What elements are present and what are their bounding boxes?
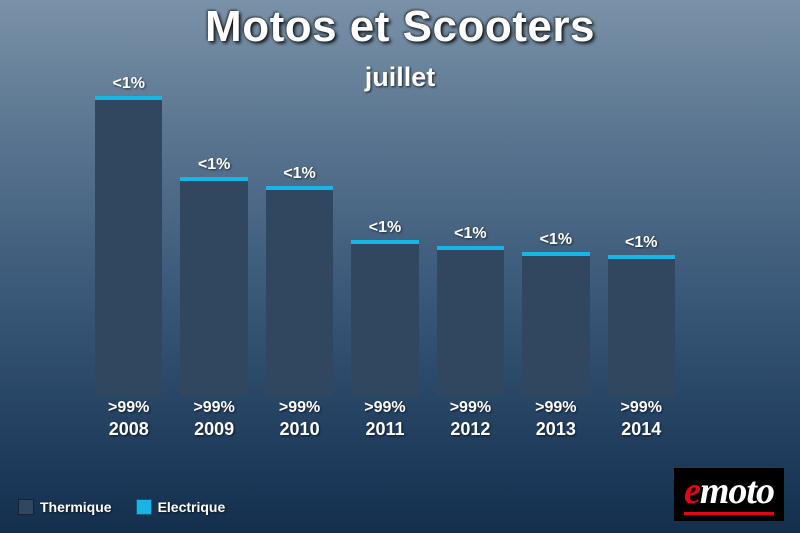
- thermique-pct-label: >99%: [193, 399, 234, 417]
- electric-pct-label: <1%: [540, 231, 572, 249]
- bar-col-2008: <1%>99%2008: [95, 100, 162, 440]
- electric-pct-label: <1%: [283, 165, 315, 183]
- year-label: 2009: [194, 419, 234, 440]
- thermique-pct-label: >99%: [108, 399, 149, 417]
- year-label: 2014: [621, 419, 661, 440]
- segment-thermique: [351, 244, 418, 396]
- year-label: 2008: [109, 419, 149, 440]
- electric-pct-label: <1%: [625, 234, 657, 252]
- chart-title: Motos et Scooters: [0, 2, 800, 52]
- bar-col-2012: <1% >99% 2012: [437, 100, 504, 440]
- segment-thermique: [180, 181, 247, 396]
- stacked-bar: [266, 186, 333, 396]
- stacked-bar: [522, 252, 589, 396]
- legend-label: Electrique: [158, 499, 226, 515]
- legend-item-thermique: Thermique: [18, 499, 112, 515]
- legend-swatch: [18, 499, 34, 515]
- legend-label: Thermique: [40, 499, 112, 515]
- year-label: 2012: [450, 419, 490, 440]
- logo-letter-e: e: [684, 470, 700, 512]
- thermique-pct-label: >99%: [450, 399, 491, 417]
- thermique-pct-label: >99%: [279, 399, 320, 417]
- bar-col-2009: <1% >99% 2009: [180, 100, 247, 440]
- legend-swatch: [136, 499, 152, 515]
- segment-thermique: [437, 250, 504, 396]
- stacked-bar: [95, 96, 162, 396]
- thermique-pct-label: >99%: [535, 399, 576, 417]
- year-label: 2010: [280, 419, 320, 440]
- thermique-pct-label: >99%: [364, 399, 405, 417]
- logo-underline: [684, 512, 774, 515]
- segment-thermique: [608, 259, 675, 396]
- bar-col-2013: <1% >99% 2013: [522, 100, 589, 440]
- stacked-bar: [608, 255, 675, 396]
- segment-thermique: [522, 256, 589, 396]
- logo-rest: moto: [700, 470, 774, 512]
- bar-col-2011: <1% >99% 2011: [351, 100, 418, 440]
- year-label: 2013: [536, 419, 576, 440]
- bar-chart: <1% >99% 2008 <1% >99% 2009 <1% >99% 2010 <1% >99%…: [95, 100, 675, 470]
- stacked-bar: [437, 246, 504, 396]
- electric-pct-label: <1%: [454, 225, 486, 243]
- segment-thermique: [266, 190, 333, 396]
- electric-pct-label: <1%: [198, 156, 230, 174]
- stacked-bar: [180, 177, 247, 396]
- emoto-logo: emoto: [674, 468, 784, 521]
- segment-thermique: [95, 100, 162, 396]
- thermique-pct-label: >99%: [621, 399, 662, 417]
- electric-pct-label: <1%: [369, 219, 401, 237]
- year-label: 2011: [365, 419, 404, 440]
- bar-col-2010: <1% >99% 2010: [266, 100, 333, 440]
- stacked-bar: [351, 240, 418, 396]
- legend-item-electrique: Electrique: [136, 499, 226, 515]
- logo-text: emoto: [684, 472, 774, 510]
- legend: Thermique Electrique: [18, 499, 225, 515]
- bar-col-2014: <1% >99% 2014: [608, 100, 675, 440]
- electric-pct-label: <1%: [112, 75, 144, 93]
